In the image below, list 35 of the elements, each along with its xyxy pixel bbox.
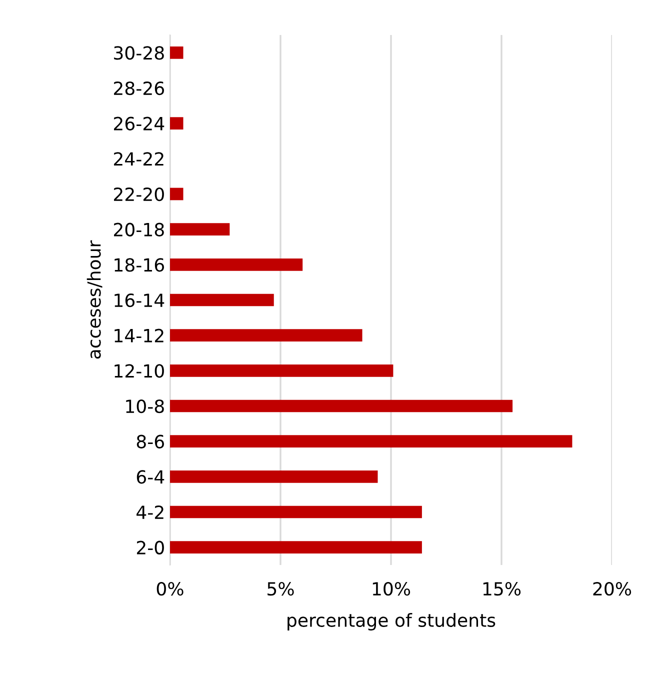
y-tick-label: 30-28 [114,46,164,60]
x-axis-title: percentage of students [288,613,496,631]
bar [170,541,422,554]
y-tick-label: 12-10 [114,364,164,378]
y-tick-label: 28-26 [114,81,164,96]
bar [170,364,394,377]
bar [170,188,184,200]
y-tick-label: 14-12 [114,328,164,342]
bar [170,117,184,130]
y-tick-label: 6-4 [136,470,164,484]
y-tick-label: 26-24 [114,116,164,130]
y-tick-label: 22-20 [114,187,164,202]
y-tick-label: 4-2 [136,505,164,519]
y-tick-label: 16-14 [114,293,164,308]
bar [170,435,572,448]
x-tick-label: 10% [372,582,410,596]
bar [170,294,274,306]
bar [170,470,378,483]
bar [170,329,362,342]
y-tick-label: 10-8 [126,399,164,414]
y-tick-label: 8-6 [136,434,164,448]
bar [170,258,303,271]
y-tick-label: 20-18 [114,222,164,236]
x-tick-label: 0% [156,582,184,596]
bar [170,46,184,59]
y-axis-title: acceses/hour [86,240,102,359]
bar [170,400,513,412]
x-tick-label: 20% [593,582,632,596]
y-tick-label: 24-22 [114,152,164,166]
y-tick-label: 2-0 [136,540,164,554]
x-tick-label: 5% [268,582,294,596]
x-tick-label: 15% [483,582,521,596]
bar [170,506,422,518]
bar [170,223,230,236]
y-tick-label: 18-16 [114,258,164,272]
